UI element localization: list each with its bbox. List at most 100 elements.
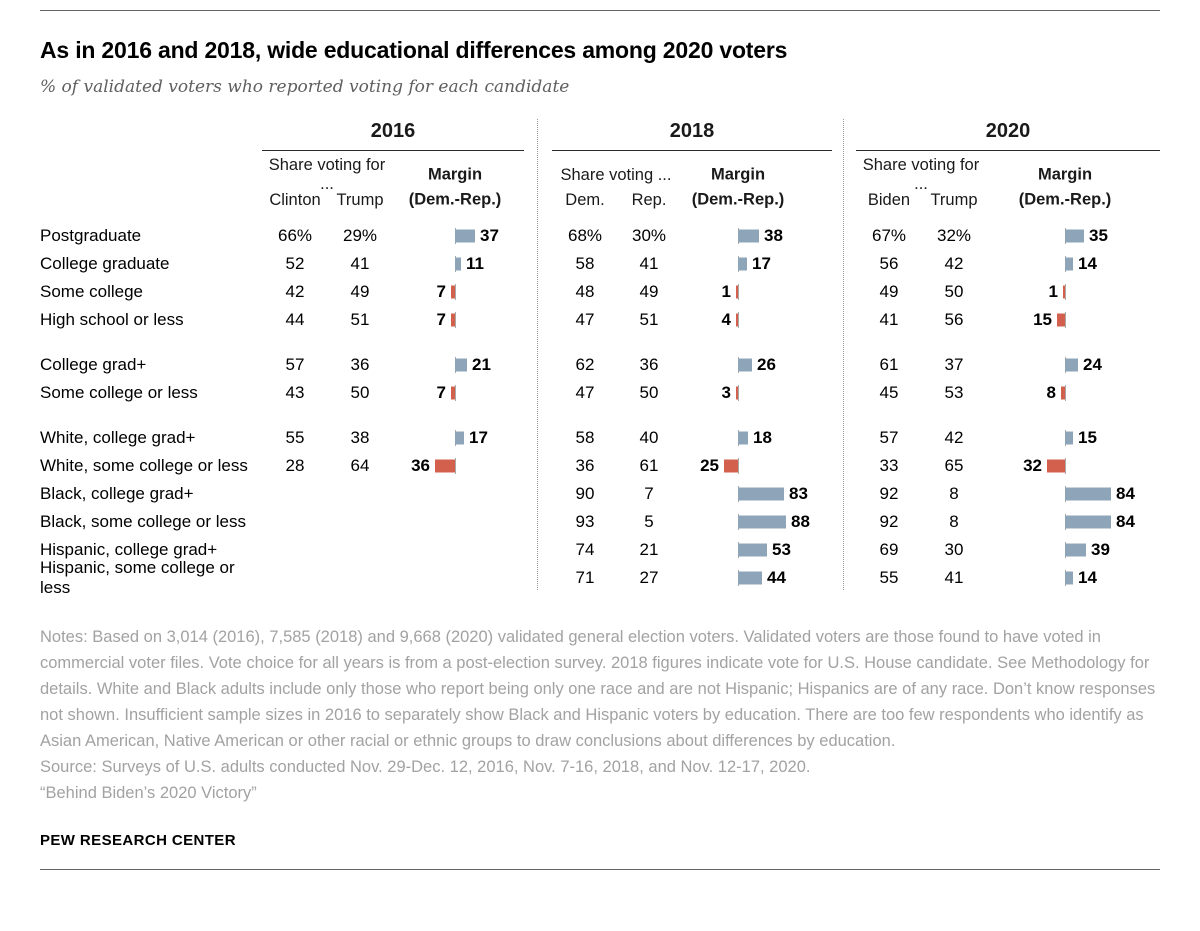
margin-cell xyxy=(392,564,524,592)
rep-share-value: 56 xyxy=(944,310,964,329)
margin-axis-line xyxy=(738,385,739,401)
rep-share-value: 30% xyxy=(631,226,667,245)
rep-margin-bar xyxy=(736,313,738,327)
dem-share-value: 57 xyxy=(879,428,899,447)
margin-header-cell: Margin xyxy=(680,163,832,187)
margin-cell: 44 xyxy=(680,564,832,592)
margin-value: 53 xyxy=(772,540,791,559)
margin-cell: 17 xyxy=(392,424,524,452)
rep-share-value: 49 xyxy=(639,282,659,301)
margin-cell: 26 xyxy=(680,351,832,379)
margin-cell: 14 xyxy=(986,564,1160,592)
rep-share-value: 51 xyxy=(639,310,659,329)
margin-cell: 21 xyxy=(392,351,524,379)
margin-subheader-cell: (Dem.-Rep.) xyxy=(986,187,1160,213)
dem-share-value: 47 xyxy=(575,310,595,329)
bottom-rule xyxy=(40,869,1160,870)
dem-share-value: 93 xyxy=(575,512,595,531)
top-rule xyxy=(40,10,1160,11)
margin-cell xyxy=(392,508,524,536)
source-text: Source: Surveys of U.S. adults conducted… xyxy=(40,758,811,776)
year-header-2016: 2016 xyxy=(262,120,524,151)
dem-margin-bar xyxy=(1065,229,1084,243)
comparison-table: 2016 2018 2020 Share voting for ... Margin Sh… xyxy=(40,113,1160,597)
margin-value: 38 xyxy=(764,226,783,245)
rep-share-value: 41 xyxy=(350,254,370,273)
margin-axis-line xyxy=(1065,385,1066,401)
dem-margin-bar xyxy=(738,571,762,585)
margin-value: 3 xyxy=(721,383,731,402)
margin-value: 18 xyxy=(753,428,772,447)
margin-subheader-cell: (Dem.-Rep.) xyxy=(392,187,524,213)
group-separator-line xyxy=(843,119,844,590)
row-group-gap xyxy=(40,407,1160,424)
rep-margin-bar xyxy=(736,386,738,400)
table-row: Postgraduate 66% 29% 37 68% 30% 38 67% 32% 35 xyxy=(40,222,1160,250)
dem-candidate-label: Biden xyxy=(867,190,911,209)
dem-share-value: 41 xyxy=(879,310,899,329)
margin-value: 15 xyxy=(1078,428,1097,447)
margin-subheader-label: (Dem.-Rep.) xyxy=(408,190,502,209)
share-voting-header: Share voting ... xyxy=(560,165,672,184)
rep-share-value: 42 xyxy=(944,428,964,447)
margin-cell: 15 xyxy=(986,306,1160,334)
rep-margin-bar xyxy=(736,285,738,299)
dem-margin-bar xyxy=(1065,571,1073,585)
margin-axis-line xyxy=(1065,284,1066,300)
column-header-row: Share voting for ... Margin Share voting .… xyxy=(40,156,1160,193)
dem-share-value: 69 xyxy=(879,540,899,559)
table-row: College grad+ 57 36 21 62 36 26 61 37 24 xyxy=(40,351,1160,379)
table-row: White, some college or less 28 64 36 36 61 25 3… xyxy=(40,452,1160,480)
table-row: High school or less 44 51 7 47 51 4 41 56 15 xyxy=(40,306,1160,334)
rep-candidate-label: Trump xyxy=(930,190,978,209)
dem-share-value: 74 xyxy=(575,540,595,559)
rep-margin-bar xyxy=(1063,285,1065,299)
rep-share-value: 32% xyxy=(936,226,972,245)
margin-axis-line xyxy=(455,458,456,474)
margin-cell: 18 xyxy=(680,424,832,452)
margin-cell: 39 xyxy=(986,536,1160,564)
margin-value: 88 xyxy=(791,512,810,531)
rep-share-value: 27 xyxy=(639,568,659,587)
margin-value: 44 xyxy=(767,568,786,587)
row-label: Some college or less xyxy=(40,383,198,402)
margin-value: 21 xyxy=(472,355,491,374)
dem-margin-bar xyxy=(1065,543,1086,557)
margin-cell: 1 xyxy=(986,278,1160,306)
dem-share-value: 90 xyxy=(575,484,595,503)
rep-share-value: 51 xyxy=(350,310,370,329)
dem-margin-bar xyxy=(455,358,467,372)
margin-value: 17 xyxy=(469,428,488,447)
margin-cell: 17 xyxy=(680,250,832,278)
rep-share-value: 64 xyxy=(350,456,370,475)
margin-cell: 8 xyxy=(986,379,1160,407)
margin-subheader-label: (Dem.-Rep.) xyxy=(1018,190,1112,209)
dem-share-value: 36 xyxy=(575,456,595,475)
margin-value: 35 xyxy=(1089,226,1108,245)
dem-share-value: 58 xyxy=(575,254,595,273)
dem-share-value: 33 xyxy=(879,456,899,475)
dem-margin-bar xyxy=(738,257,747,271)
row-label: White, college grad+ xyxy=(40,428,196,447)
row-label: White, some college or less xyxy=(40,456,248,475)
margin-cell: 14 xyxy=(986,250,1160,278)
share-voting-header: Share voting for ... xyxy=(862,156,980,193)
dem-share-value: 28 xyxy=(285,456,305,475)
dem-margin-bar xyxy=(455,229,475,243)
margin-axis-line xyxy=(738,284,739,300)
rep-share-value: 7 xyxy=(644,484,654,503)
margin-value: 36 xyxy=(411,456,430,475)
margin-axis-line xyxy=(738,458,739,474)
dem-share-value: 42 xyxy=(285,282,305,301)
rep-margin-bar xyxy=(724,459,738,473)
row-label: Hispanic, college grad+ xyxy=(40,540,218,559)
rep-share-value: 65 xyxy=(944,456,964,475)
dem-share-value: 58 xyxy=(575,428,595,447)
dem-candidate-label: Dem. xyxy=(565,190,605,209)
margin-cell xyxy=(392,536,524,564)
dem-margin-bar xyxy=(738,229,759,243)
margin-value: 84 xyxy=(1116,512,1135,531)
share-voting-header: Share voting for ... xyxy=(268,156,386,193)
row-label: Black, college grad+ xyxy=(40,484,194,503)
candidate-header-row: Clinton Trump (Dem.-Rep.) Dem. Rep. (Dem.-Rep… xyxy=(40,187,1160,213)
